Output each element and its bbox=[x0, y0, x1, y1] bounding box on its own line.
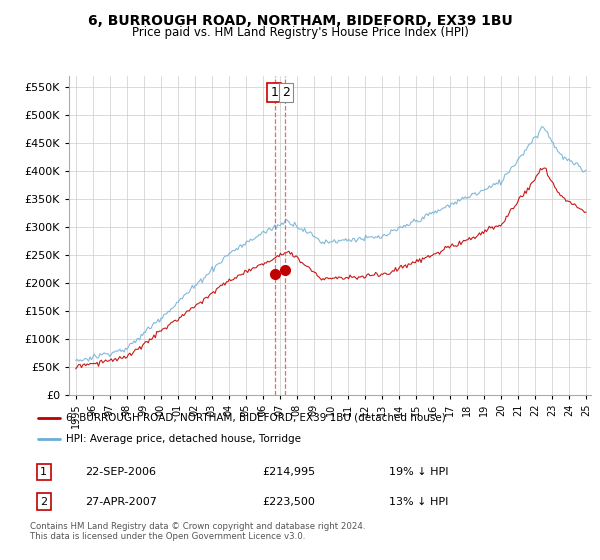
Text: 19% ↓ HPI: 19% ↓ HPI bbox=[389, 467, 448, 477]
Text: 6, BURROUGH ROAD, NORTHAM, BIDEFORD, EX39 1BU: 6, BURROUGH ROAD, NORTHAM, BIDEFORD, EX3… bbox=[88, 14, 512, 28]
Text: HPI: Average price, detached house, Torridge: HPI: Average price, detached house, Torr… bbox=[66, 435, 301, 444]
Text: 1: 1 bbox=[40, 467, 47, 477]
Text: Price paid vs. HM Land Registry's House Price Index (HPI): Price paid vs. HM Land Registry's House … bbox=[131, 26, 469, 39]
Text: 2: 2 bbox=[40, 497, 47, 507]
Text: 27-APR-2007: 27-APR-2007 bbox=[85, 497, 157, 507]
Text: £223,500: £223,500 bbox=[262, 497, 315, 507]
Text: Contains HM Land Registry data © Crown copyright and database right 2024.
This d: Contains HM Land Registry data © Crown c… bbox=[30, 522, 365, 542]
Text: 2: 2 bbox=[282, 86, 290, 99]
Text: £214,995: £214,995 bbox=[262, 467, 315, 477]
Text: 6, BURROUGH ROAD, NORTHAM, BIDEFORD, EX39 1BU (detached house): 6, BURROUGH ROAD, NORTHAM, BIDEFORD, EX3… bbox=[66, 413, 446, 423]
Text: 13% ↓ HPI: 13% ↓ HPI bbox=[389, 497, 448, 507]
Text: 1: 1 bbox=[271, 86, 278, 99]
Text: 22-SEP-2006: 22-SEP-2006 bbox=[85, 467, 156, 477]
